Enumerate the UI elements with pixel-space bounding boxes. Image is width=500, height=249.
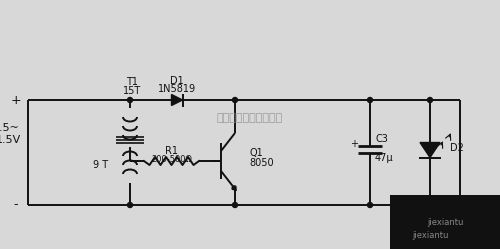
Text: -: - [14, 198, 18, 211]
Text: +: + [350, 138, 358, 148]
Text: T1: T1 [126, 77, 138, 87]
Text: jiexiantu: jiexiantu [427, 217, 463, 227]
Circle shape [428, 202, 432, 207]
FancyArrow shape [232, 186, 236, 190]
Circle shape [368, 202, 372, 207]
Text: +: + [10, 94, 22, 107]
Circle shape [232, 98, 237, 103]
Text: C3: C3 [375, 133, 388, 143]
Text: 9 T: 9 T [93, 160, 108, 170]
Text: 8050: 8050 [249, 158, 274, 168]
Circle shape [128, 98, 132, 103]
Circle shape [368, 98, 372, 103]
FancyBboxPatch shape [390, 195, 500, 249]
Text: 0.5~: 0.5~ [0, 123, 20, 133]
Circle shape [232, 202, 237, 207]
Text: R1: R1 [165, 146, 178, 156]
Polygon shape [172, 95, 182, 106]
Text: 杭州将睷科技有限公司: 杭州将睷科技有限公司 [217, 113, 283, 123]
Text: 47μ: 47μ [375, 152, 394, 163]
Text: 15T: 15T [123, 86, 141, 96]
Circle shape [128, 202, 132, 207]
Circle shape [428, 98, 432, 103]
Text: 1.5V: 1.5V [0, 135, 20, 145]
Text: jiexiantu: jiexiantu [412, 231, 448, 240]
Text: 1N5819: 1N5819 [158, 84, 196, 94]
Text: D2: D2 [450, 142, 464, 152]
Text: D1: D1 [170, 76, 184, 86]
Text: 200-500Ω: 200-500Ω [151, 154, 192, 164]
Polygon shape [420, 142, 440, 158]
Text: Q1: Q1 [249, 148, 263, 158]
